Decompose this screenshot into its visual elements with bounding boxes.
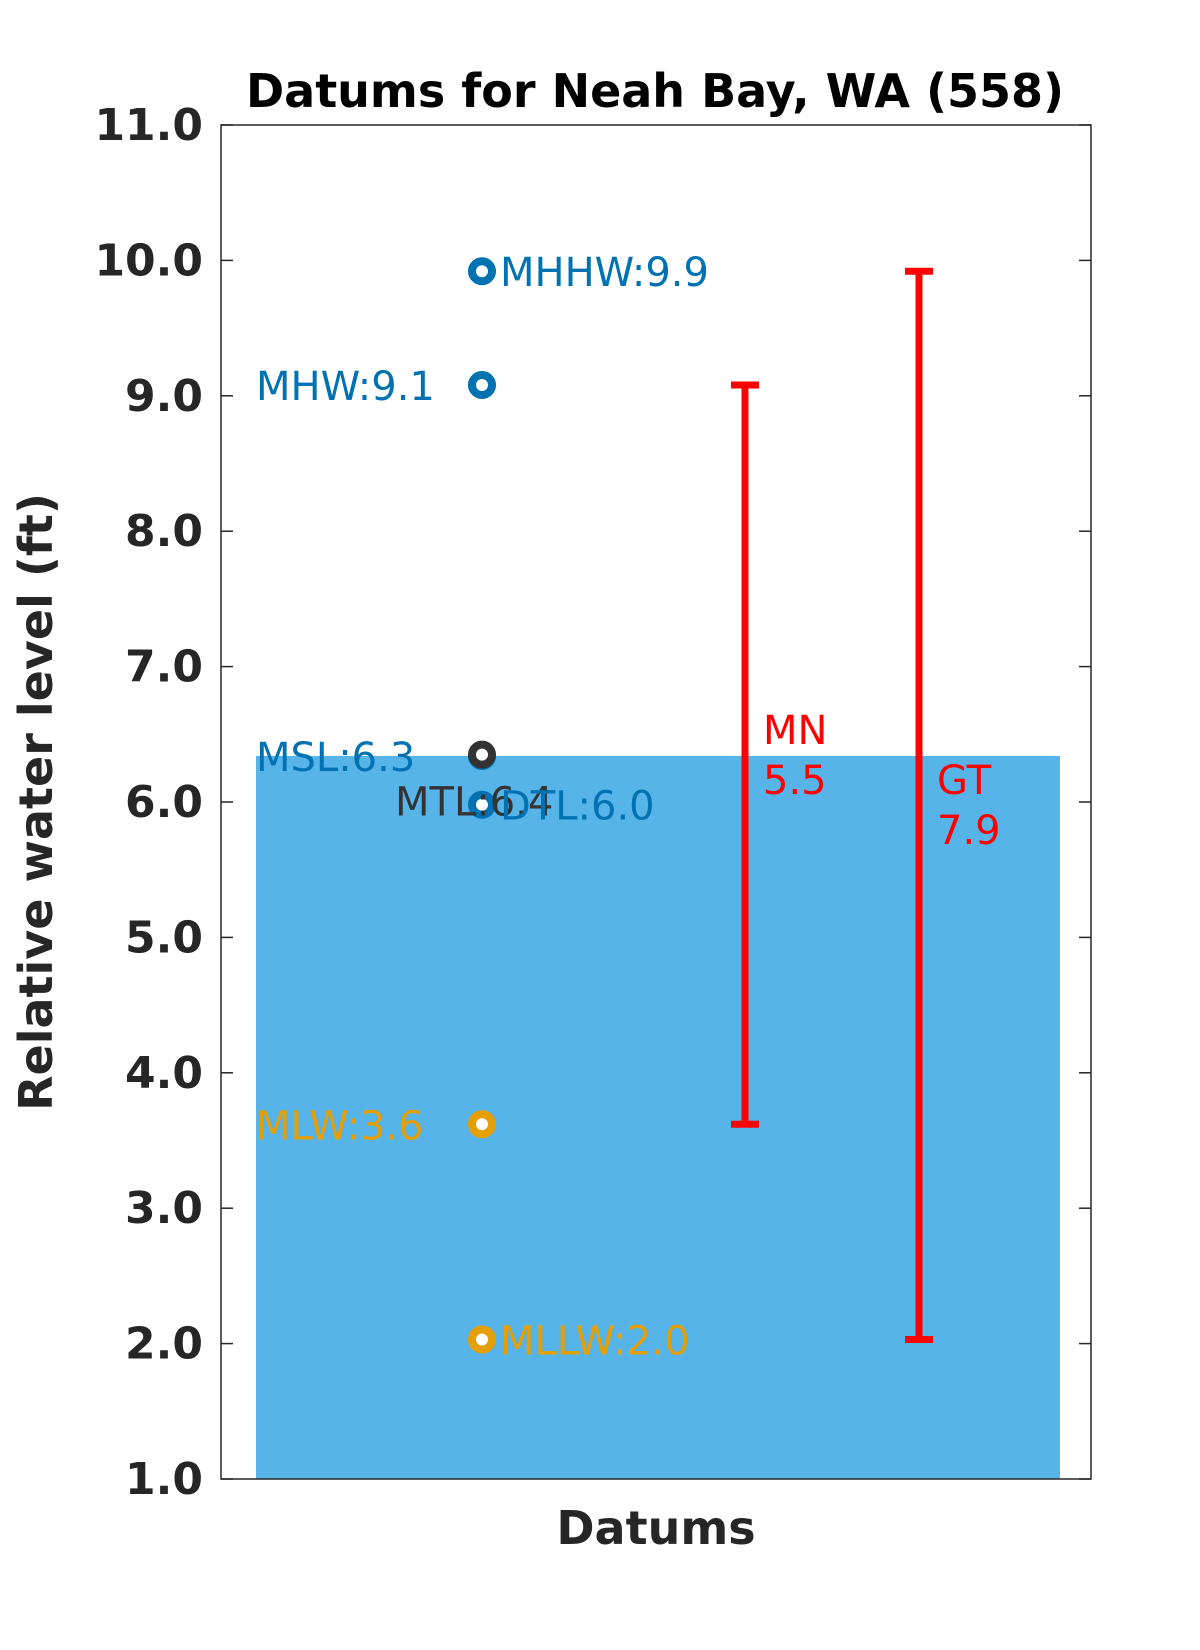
- y-tick-label: 1.0: [125, 1454, 203, 1505]
- datum-marker-mhw: [468, 370, 496, 399]
- datum-label-msl: MSL:6.3: [256, 735, 415, 781]
- datum-label-dtl: DTL:6.0: [500, 784, 655, 830]
- datum-label-mtl: MTL:6.4: [395, 780, 553, 826]
- y-tick-label: 10.0: [94, 235, 203, 286]
- y-tick-label: 3.0: [125, 1183, 203, 1234]
- y-tick-label: 9.0: [125, 371, 203, 422]
- chart-title: Datums for Neah Bay, WA (558): [246, 64, 1064, 118]
- y-axis-label: Relative water level (ft): [9, 493, 63, 1111]
- y-tick-label: 7.0: [125, 642, 203, 693]
- datum-label-mhw: MHW:9.1: [256, 364, 435, 410]
- y-tick-label: 4.0: [125, 1048, 203, 1099]
- datum-marker-mhhw: [468, 257, 496, 286]
- y-tick-label: 11.0: [94, 100, 203, 151]
- y-axis-ticks: 1.0 2.0 3.0 4.0 5.0 6.0 7.0 8.0 9.0 10.0 11.0: [94, 100, 1091, 1505]
- range-label-name-gt: GT: [937, 758, 992, 804]
- water-level-fill: [256, 755, 1060, 1479]
- datum-label-mlw: MLW:3.6: [256, 1103, 423, 1149]
- y-tick-label: 6.0: [125, 777, 203, 828]
- datum-marker-mtl: [468, 740, 496, 769]
- datum-points: [468, 257, 496, 1354]
- datum-marker-dtl: [468, 790, 496, 819]
- datum-marker-mllw: [468, 1325, 496, 1354]
- range-label-value-mn: 5.5: [763, 758, 827, 804]
- datum-label-mhhw: MHHW:9.9: [500, 250, 709, 296]
- water-level-fill-layer: [256, 755, 1060, 1479]
- range-label-name-mn: MN: [763, 708, 827, 754]
- y-tick-label: 5.0: [125, 912, 203, 963]
- y-tick-label: 8.0: [125, 506, 203, 557]
- datum-label-mllw: MLLW:2.0: [500, 1319, 690, 1365]
- range-bars: MN5.5 GT7.9: [731, 267, 1001, 1344]
- y-tick-label: 2.0: [125, 1319, 203, 1370]
- datum-marker-mlw: [468, 1110, 496, 1139]
- x-axis-label: Datums: [556, 1501, 755, 1555]
- range-label-value-gt: 7.9: [937, 808, 1001, 854]
